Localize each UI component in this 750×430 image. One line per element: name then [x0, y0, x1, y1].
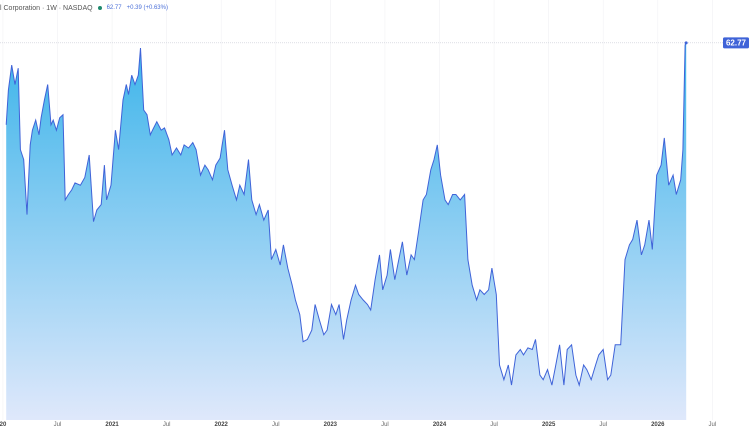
x-tick-label: 2023 — [324, 422, 338, 428]
x-tick-label: Jul — [163, 422, 171, 428]
x-tick-label: Jul — [54, 422, 62, 428]
x-tick-label: 2025 — [542, 422, 556, 428]
x-tick-label: 2022 — [215, 422, 229, 428]
market-status-dot-icon — [97, 6, 102, 10]
last-price-axis-label: 62.77 — [726, 39, 747, 48]
x-axis: 20 Jul 2021 Jul 2022 Jul 2023 Jul 2024 Jul 2025 Jul… — [0, 422, 716, 428]
x-tick-label: Jul — [272, 422, 280, 428]
x-tick-label: Jul — [709, 422, 717, 428]
last-point-marker — [684, 41, 688, 45]
x-tick-label: Jul — [599, 422, 607, 428]
x-tick-label: Jul — [381, 422, 389, 428]
x-tick-label: 2021 — [105, 422, 119, 428]
x-tick-label: 2024 — [433, 422, 447, 428]
symbol-title: l Corporation · 1W · NASDAQ — [0, 4, 93, 12]
data-points — [684, 41, 688, 45]
x-tick-label: 20 — [0, 422, 7, 428]
x-tick-label: 2026 — [651, 422, 665, 428]
last-price-badge: 62.77 — [723, 37, 749, 49]
area-fill — [6, 42, 687, 421]
x-tick-label: Jul — [490, 422, 498, 428]
last-price: 62.77 — [106, 5, 122, 11]
price-change: +0.39 (+0.63%) — [126, 5, 168, 11]
chart-legend-header: l Corporation · 1W · NASDAQ 62.77 +0.39 … — [0, 2, 168, 14]
price-line — [5, 42, 687, 387]
